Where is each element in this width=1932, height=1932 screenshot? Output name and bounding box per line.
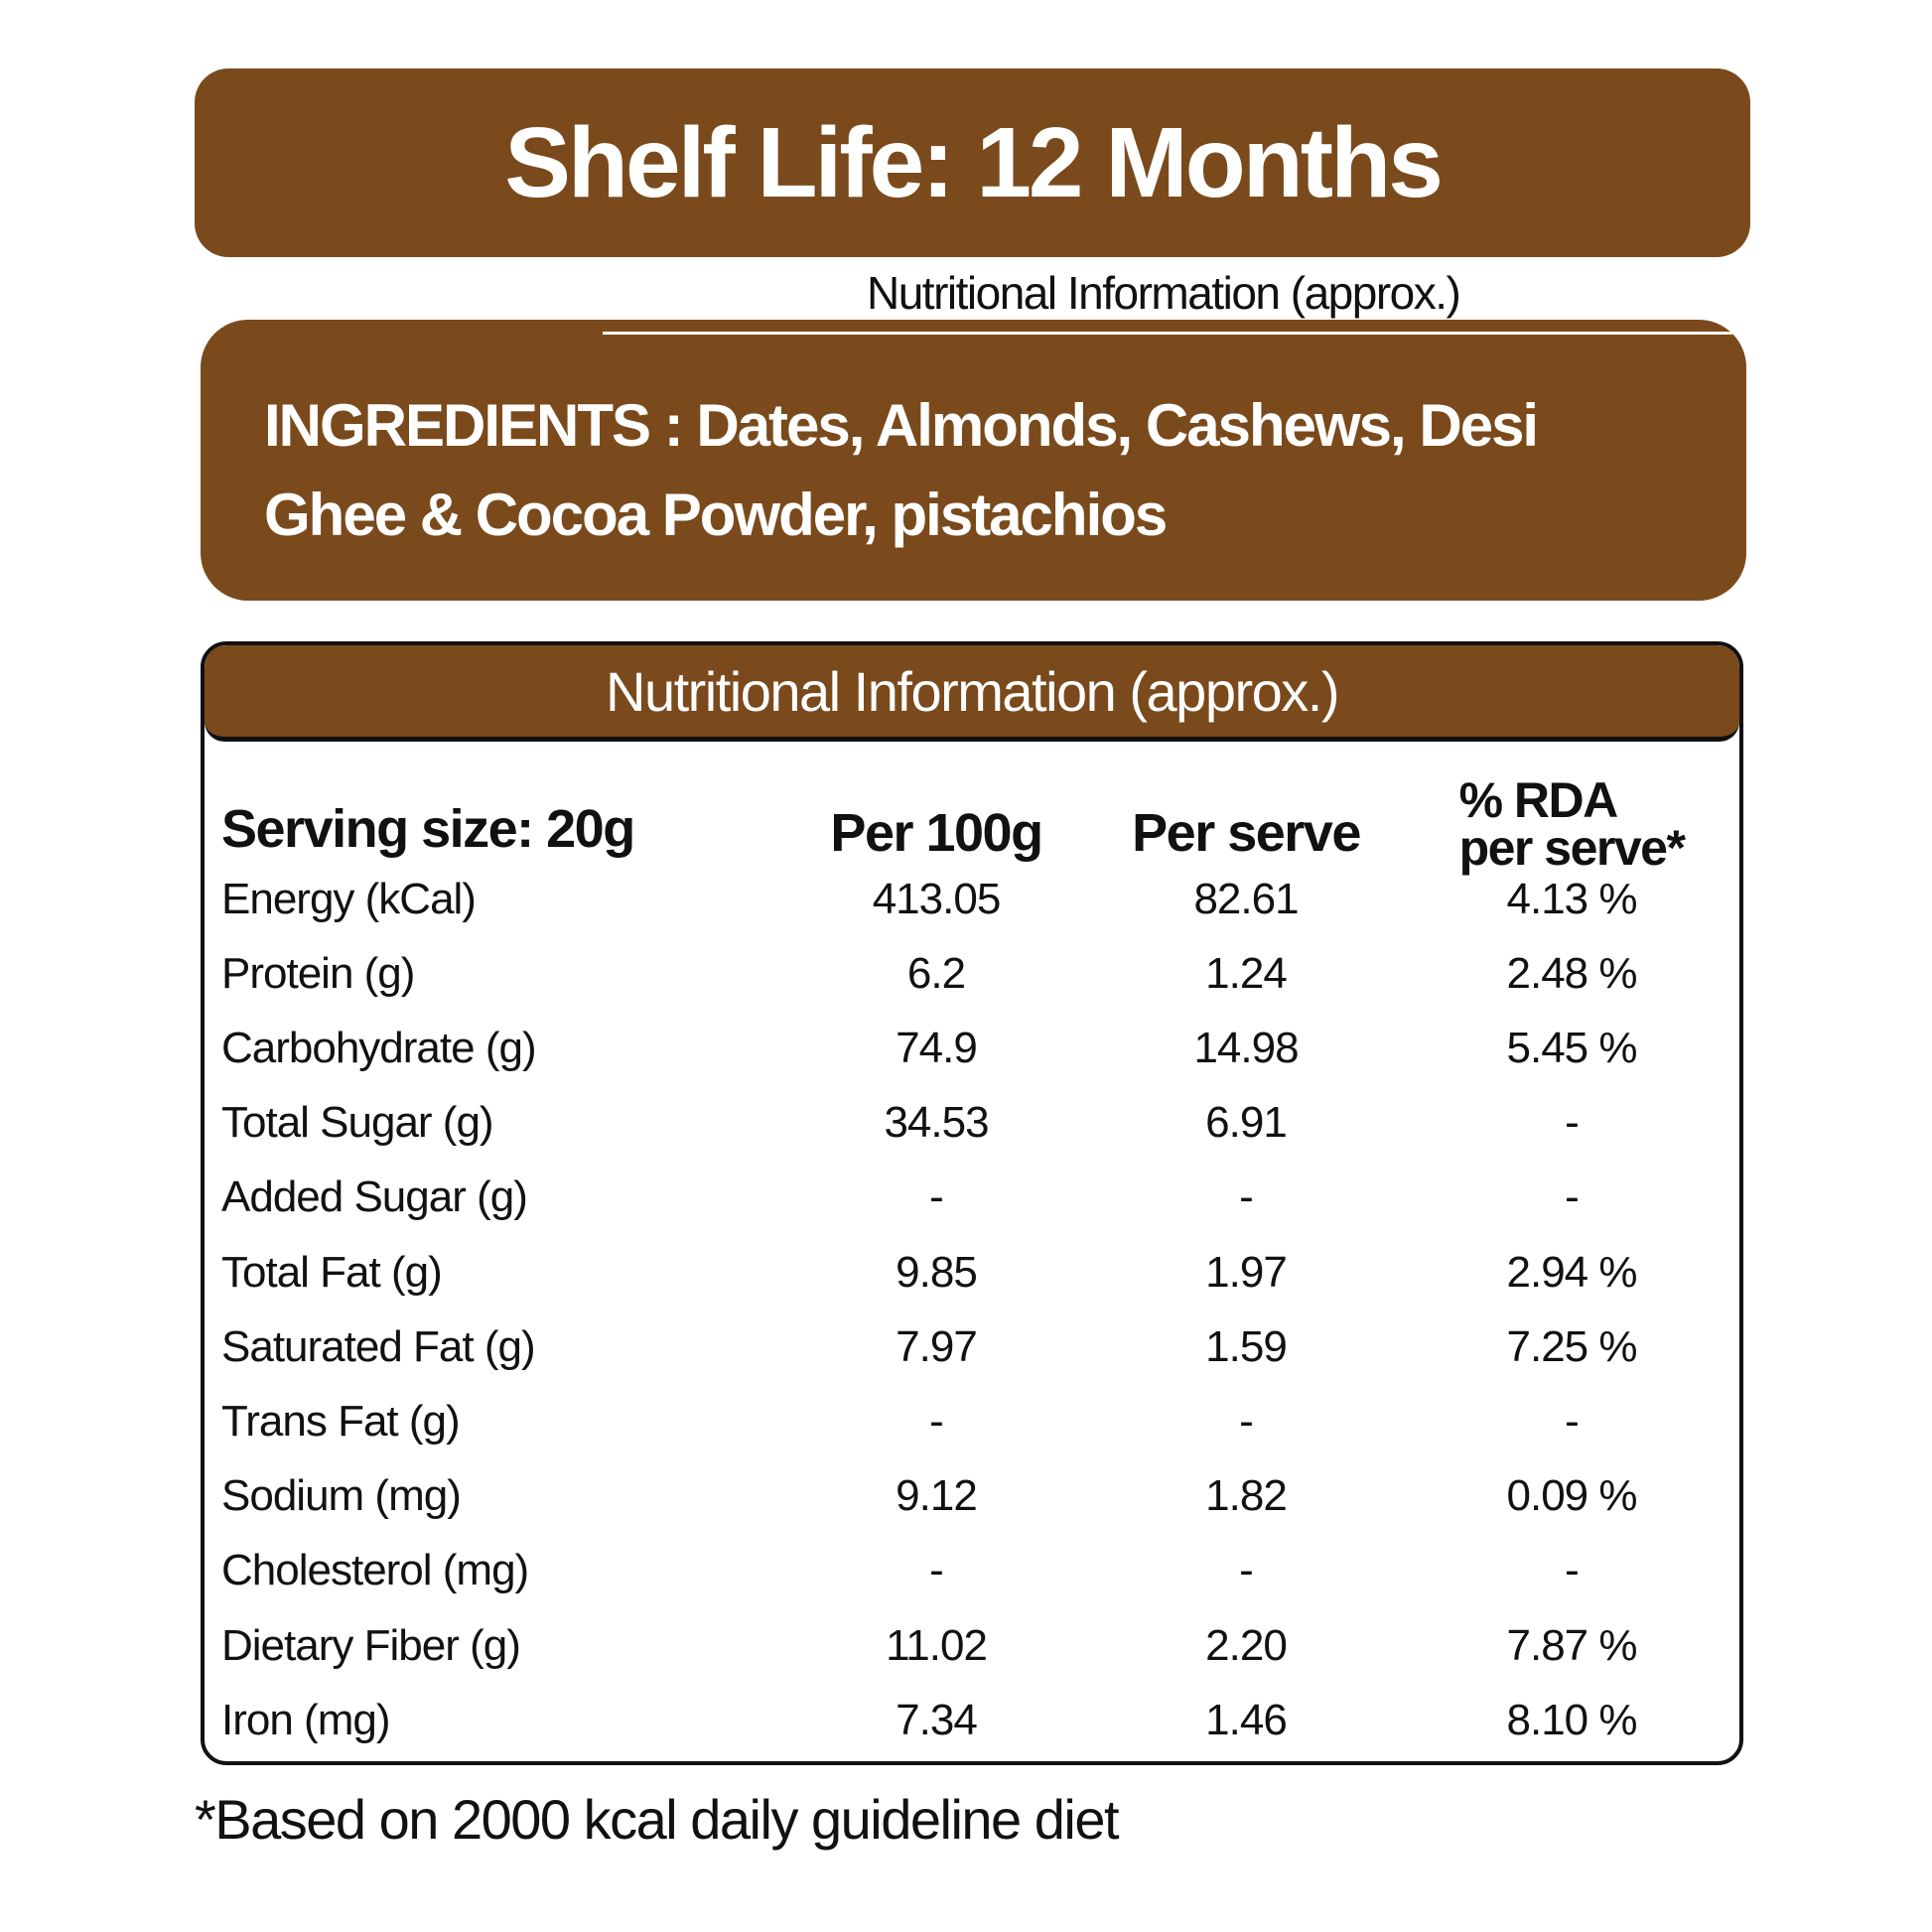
per-100g-value: 34.53: [884, 1098, 989, 1148]
serving-size: Serving size: 20g: [221, 799, 635, 859]
rda-value: 7.87 %: [1506, 1620, 1638, 1670]
per-100g-value: 9.85: [896, 1247, 978, 1297]
per-serve-value: 2.20: [1205, 1620, 1288, 1670]
nutrient-name: Trans Fat (g): [221, 1396, 461, 1446]
per-serve-value: 1.46: [1205, 1695, 1288, 1744]
per-100g-value: -: [929, 1173, 944, 1222]
per-100g-value: 7.97: [896, 1321, 978, 1371]
header-rda-line2: per serve*: [1458, 820, 1686, 876]
table-row: Total Fat (g) 9.85 1.97 2.94 %: [205, 1235, 1739, 1310]
per-serve-value: -: [1239, 1173, 1254, 1222]
per-100g-value: -: [929, 1396, 944, 1446]
rda-value: 4.13 %: [1506, 874, 1638, 923]
table-row: Saturated Fat (g) 7.97 1.59 7.25 %: [205, 1310, 1739, 1384]
per-serve-value: -: [1239, 1546, 1254, 1595]
table-row: Protein (g) 6.2 1.24 2.48 %: [205, 936, 1739, 1011]
table-row: Energy (kCal) 413.05 82.61 4.13 %: [205, 862, 1739, 936]
per-100g-value: 7.34: [896, 1695, 978, 1744]
table-row: Added Sugar (g) - - -: [205, 1161, 1739, 1235]
table-row: Sodium (mg) 9.12 1.82 0.09 %: [205, 1459, 1739, 1534]
nutrient-name: Total Fat (g): [221, 1247, 443, 1297]
table-row: Cholesterol (mg) - - -: [205, 1534, 1739, 1608]
per-serve-value: 1.97: [1205, 1247, 1288, 1297]
header-rda-line1: % RDA: [1458, 772, 1619, 828]
per-100g-value: 74.9: [896, 1023, 978, 1072]
table-row: Dietary Fiber (g) 11.02 2.20 7.87 %: [205, 1608, 1739, 1683]
nutrient-name: Iron (mg): [221, 1695, 390, 1744]
per-100g-value: -: [929, 1546, 944, 1595]
table-row: Total Sugar (g) 34.53 6.91 -: [205, 1086, 1739, 1161]
table-header-row: Serving size: 20g Per 100g Per serve % R…: [205, 775, 1739, 874]
rda-value: 2.48 %: [1506, 948, 1638, 998]
rda-value: 2.94 %: [1506, 1247, 1638, 1297]
ingredients-line-2: Ghee & Cocoa Powder, pistachios: [264, 482, 1168, 548]
nutrient-name: Cholesterol (mg): [221, 1546, 529, 1595]
rda-value: 8.10 %: [1506, 1695, 1638, 1744]
ingredients-panel: INGREDIENTS : Dates, Almonds, Cashews, D…: [201, 320, 1746, 601]
nutrition-subtitle: Nutritional Information (approx.): [867, 267, 1461, 319]
nutrient-name: Saturated Fat (g): [221, 1321, 536, 1371]
per-serve-value: 14.98: [1193, 1023, 1299, 1072]
per-100g-value: 9.12: [896, 1471, 978, 1521]
ingredients-line-1: INGREDIENTS : Dates, Almonds, Cashews, D…: [264, 392, 1539, 459]
rda-value: 0.09 %: [1506, 1471, 1638, 1521]
table-row: Iron (mg) 7.34 1.46 8.10 %: [205, 1683, 1739, 1757]
shelf-life-banner: Shelf Life: 12 Months: [195, 69, 1750, 257]
nutrient-name: Energy (kCal): [221, 874, 477, 923]
rda-value: -: [1565, 1546, 1580, 1595]
per-serve-value: 1.59: [1205, 1321, 1288, 1371]
shelf-life-text: Shelf Life: 12 Months: [504, 106, 1444, 218]
per-100g-value: 11.02: [886, 1620, 988, 1670]
header-per-100g: Per 100g: [830, 803, 1043, 863]
rda-value: 7.25 %: [1506, 1321, 1638, 1371]
divider-line: [603, 332, 1732, 335]
rda-value: 5.45 %: [1506, 1023, 1638, 1072]
nutrition-table: Nutritional Information (approx.) Servin…: [201, 641, 1743, 1765]
nutrient-name: Added Sugar (g): [221, 1173, 528, 1222]
table-row: Trans Fat (g) - - -: [205, 1384, 1739, 1458]
per-100g-value: 413.05: [872, 874, 1002, 923]
table-row: Carbohydrate (g) 74.9 14.98 5.45 %: [205, 1011, 1739, 1085]
nutrition-table-title: Nutritional Information (approx.): [205, 645, 1739, 742]
rda-value: -: [1565, 1396, 1580, 1446]
header-rda: % RDA per serve*: [1458, 772, 1686, 876]
nutrient-name: Total Sugar (g): [221, 1098, 494, 1148]
rda-value: -: [1565, 1098, 1580, 1148]
rda-value: -: [1565, 1173, 1580, 1222]
per-serve-value: 82.61: [1193, 874, 1299, 923]
per-serve-value: 1.24: [1205, 948, 1288, 998]
per-serve-value: 1.82: [1205, 1471, 1288, 1521]
nutrient-name: Carbohydrate (g): [221, 1023, 537, 1072]
per-100g-value: 6.2: [906, 948, 966, 998]
nutrient-name: Dietary Fiber (g): [221, 1620, 521, 1670]
header-per-serve: Per serve: [1132, 803, 1361, 863]
footnote: *Based on 2000 kcal daily guideline diet: [195, 1788, 1120, 1851]
per-serve-value: 6.91: [1205, 1098, 1288, 1148]
nutrient-name: Sodium (mg): [221, 1471, 462, 1521]
per-serve-value: -: [1239, 1396, 1254, 1446]
nutrient-name: Protein (g): [221, 948, 415, 998]
